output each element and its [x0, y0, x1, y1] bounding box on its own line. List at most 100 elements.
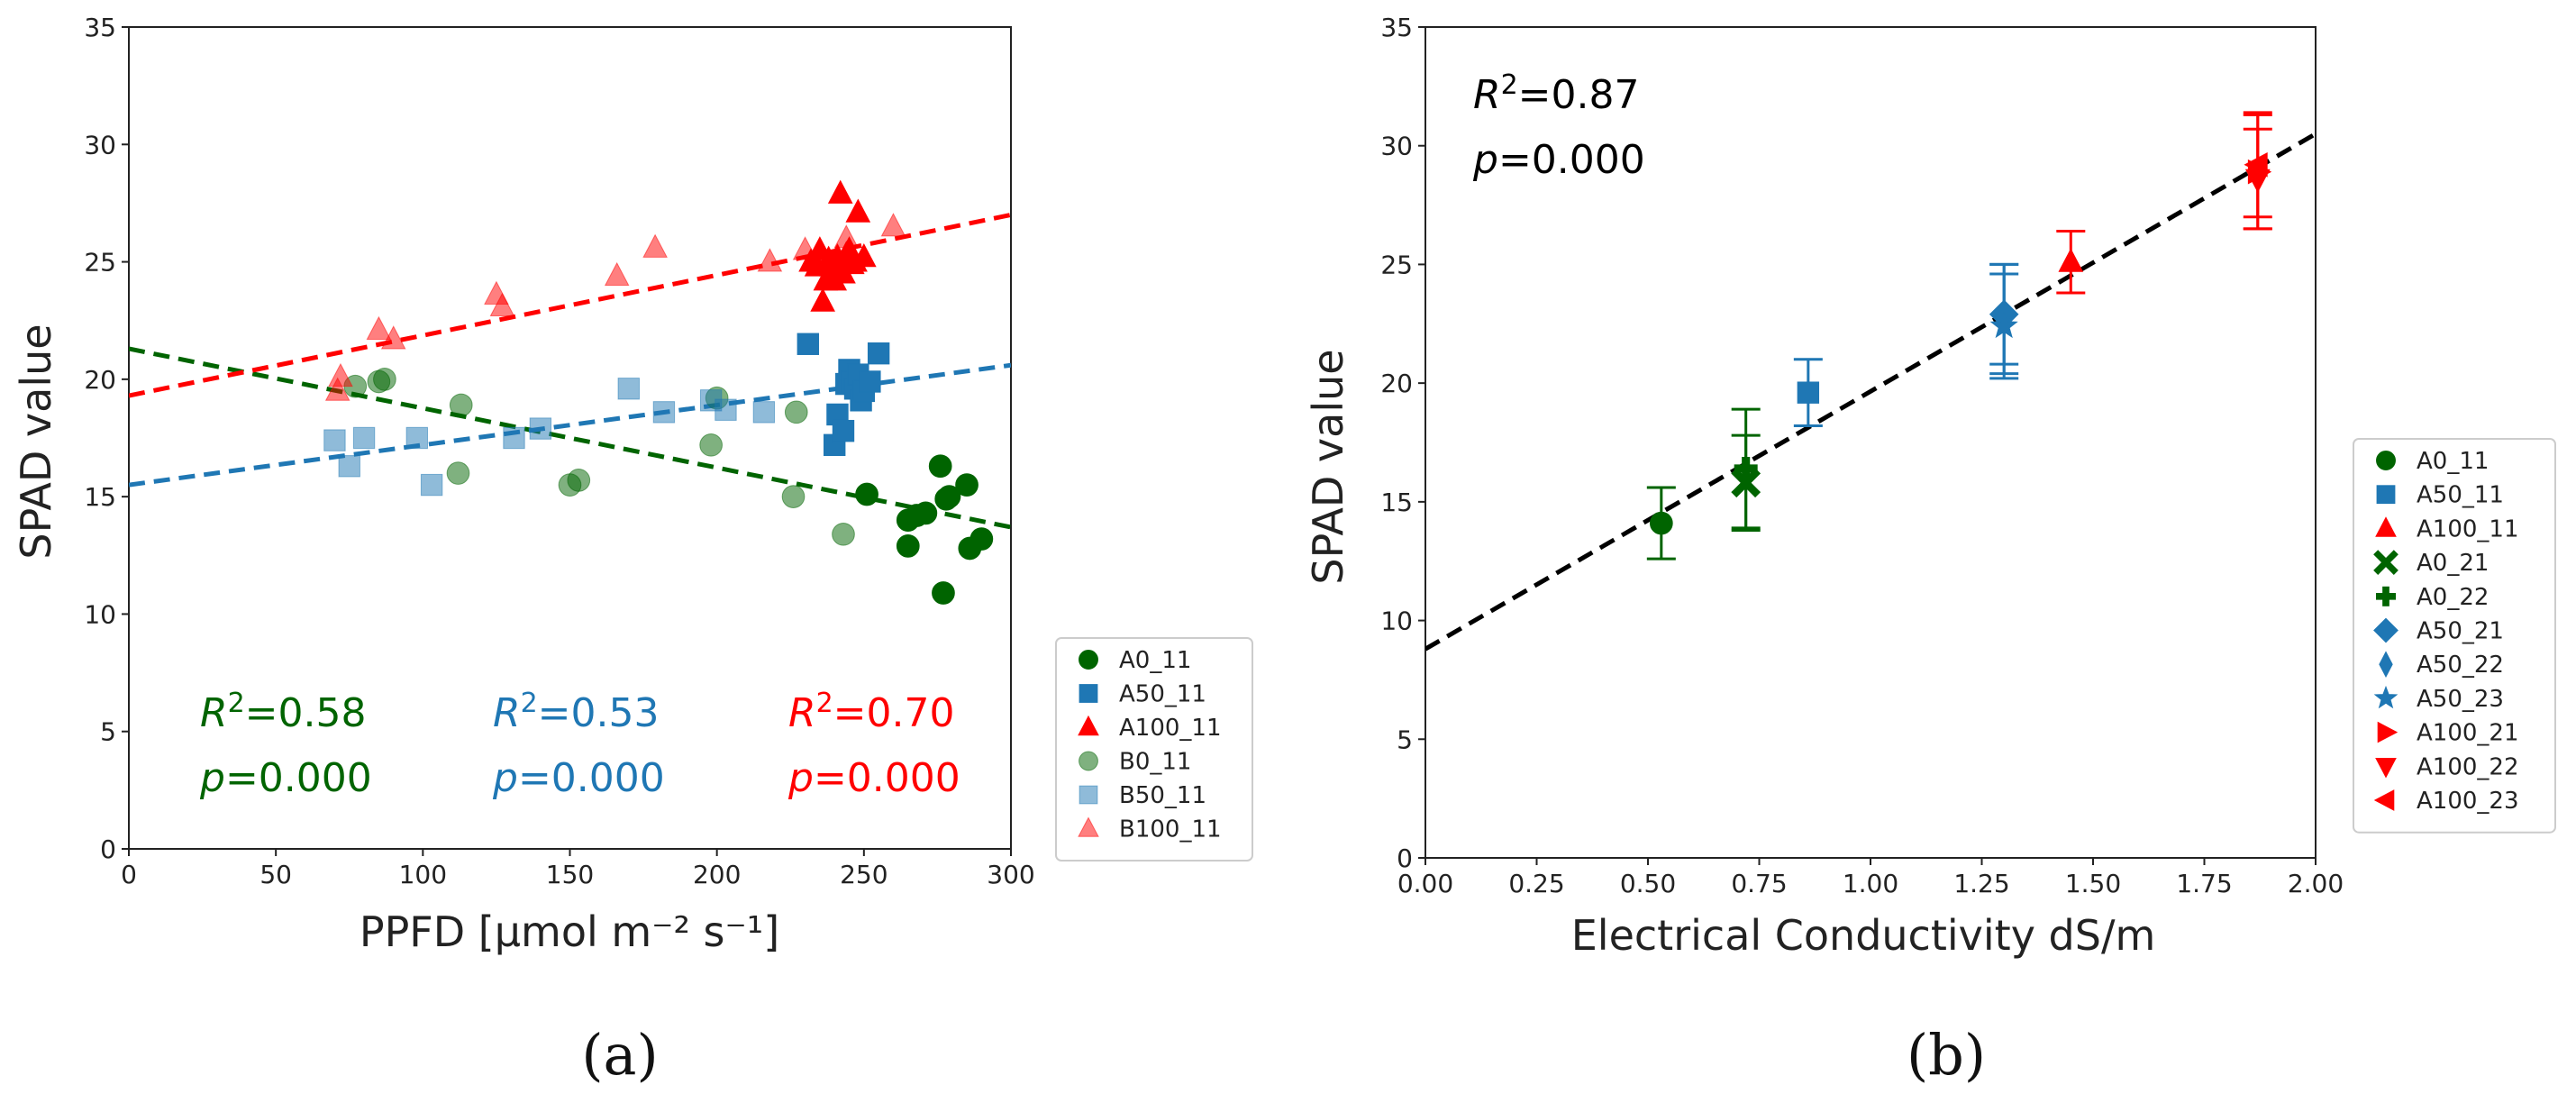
panel-a-p-annotation: p=0.000: [199, 755, 372, 801]
panel-a-x-tick-label: 0: [121, 860, 137, 889]
panel-a-point-B50_11: [715, 398, 737, 421]
panel-b-legend-marker-A100_11: [2375, 516, 2397, 537]
panel-b-legend-label: A50_22: [2417, 652, 2504, 679]
panel-a-legend-marker-A100_11: [1078, 715, 1099, 736]
panel-a-y-tick-label: 10: [84, 599, 116, 629]
panel-b-point-A0_21: [1731, 468, 1761, 498]
panel-b-legend-marker-A50_23: [2373, 685, 2399, 709]
panel-b-legend-label: A100_21: [2417, 720, 2519, 747]
panel-b-legend-label: A100_11: [2417, 515, 2519, 542]
panel-b-legend-box: [2353, 438, 2556, 834]
panel-a-legend-marker-B100_11: [1078, 816, 1099, 837]
panel-a-legend-label: B0_11: [1119, 749, 1191, 776]
panel-b-x-axis-label: Electrical Conductivity dS/m: [1571, 911, 2156, 960]
panel-b-y-tick-label: 10: [1380, 606, 1413, 636]
panel-a-point-A50_11: [859, 370, 881, 393]
panel-a-data-points: [323, 179, 994, 605]
panel-b-point-A0_22: [1734, 456, 1758, 480]
panel-a-legend-marker-A50_11: [1079, 684, 1098, 703]
panel-a-r2-annotation: R2=0.53: [493, 688, 660, 736]
panel-a-point-A100_11: [827, 179, 853, 204]
panel-b-caption: (b): [1907, 1022, 1986, 1088]
panel-a-point-B100_11: [366, 315, 392, 341]
panel-b-point-A100_23: [2244, 151, 2268, 178]
panel-a-x-tick-label: 150: [546, 860, 594, 889]
panel-a-legend-box: [1055, 637, 1253, 862]
panel-a-point-A0_11: [896, 534, 920, 558]
panel-a-point-B100_11: [324, 377, 350, 401]
panel-a-y-tick-label: 15: [84, 482, 116, 512]
panel-b-legend-marker-A50_11: [2376, 485, 2396, 505]
panel-a-legend-marker-B0_11: [1079, 751, 1098, 771]
panel-b-legend-label: A50_21: [2417, 618, 2504, 645]
panel-b-x-tick-label: 1.00: [1843, 869, 1898, 898]
panel-a-point-B0_11: [699, 433, 723, 457]
panel-a-point-A0_11: [932, 581, 955, 605]
panel-a-point-A50_11: [867, 342, 890, 365]
panel-b-legend-label: A100_23: [2417, 788, 2519, 815]
panel-b-point-A100_11: [2058, 248, 2084, 272]
panel-a-r2-annotation: R2=0.70: [788, 688, 955, 736]
panel-a-point-B0_11: [449, 393, 473, 417]
panel-a-point-A0_11: [955, 473, 979, 497]
panel-b-legend-marker-A100_21: [2377, 721, 2399, 743]
panel-a-point-B50_11: [752, 401, 776, 424]
panel-a-p-annotation: p=0.000: [787, 755, 960, 801]
panel-b-x-tick-label: 2.00: [2288, 869, 2344, 898]
panel-b-legend-label: A50_23: [2417, 686, 2504, 713]
panel-a-point-B50_11: [323, 429, 346, 451]
panel-a-x-axis-label: PPFD [μmol m⁻² s⁻¹]: [360, 907, 779, 956]
panel-a-x-tick-label: 300: [987, 860, 1034, 889]
panel-b-x-tick-label: 1.25: [1953, 869, 2009, 898]
panel-b-legend-marker-A0_11: [2376, 451, 2396, 470]
panel-a-y-tick-label: 20: [84, 365, 116, 395]
panel-a-caption: (a): [581, 1022, 658, 1088]
panel-b-y-tick-label: 15: [1380, 488, 1413, 517]
panel-b-r2-annotation: R2=0.87: [1473, 69, 1640, 118]
panel-a-point-B100_11: [380, 325, 406, 350]
panel-a-point-A100_11: [851, 242, 877, 268]
panel-b-x-tick-label: 0.75: [1731, 869, 1787, 898]
panel-a-point-B0_11: [784, 400, 808, 424]
panel-a-y-tick-label: 5: [100, 717, 116, 747]
panel-a-point-A0_11: [855, 482, 878, 506]
panel-a-r2-annotation: R2=0.58: [200, 688, 367, 736]
panel-a-x-tick-label: 50: [259, 860, 292, 889]
panel-a-point-A0_11: [914, 501, 938, 525]
panel-b-legend-marker-A100_23: [2373, 789, 2395, 811]
panel-a-point-B50_11: [617, 378, 640, 400]
panel-a-point-B0_11: [446, 461, 470, 485]
panel-a-point-B50_11: [352, 426, 376, 450]
panel-a-p-annotation: p=0.000: [492, 755, 665, 801]
panel-a-point-A50_11: [832, 419, 855, 442]
panel-b-x-tick-label: 0.50: [1620, 869, 1676, 898]
panel-b-point-A50_23: [1989, 311, 2018, 339]
panel-b-legend-marker-A50_22: [2379, 651, 2393, 679]
panel-b-x-tick-label: 0.00: [1397, 869, 1453, 898]
panel-b-x-tick-label: 0.25: [1508, 869, 1564, 898]
panel-a-y-axis-label: SPAD value: [12, 324, 60, 559]
panel-b-legend-marker-A50_21: [2373, 617, 2399, 643]
panel-a-legend-marker-A0_11: [1079, 650, 1098, 670]
panel-a-point-B100_11: [489, 292, 515, 316]
panel-a-point-A0_11: [937, 485, 961, 508]
panel-a-point-A100_11: [810, 287, 835, 312]
panel-a-point-B100_11: [642, 233, 668, 258]
panel-b-legend-label: A0_11: [2417, 448, 2489, 475]
panel-a-y-tick-label: 25: [84, 248, 116, 278]
panel-a-legend-label: A100_11: [1119, 715, 1222, 742]
panel-a-point-B0_11: [781, 485, 806, 508]
panel-b-y-tick-label: 30: [1380, 132, 1413, 161]
panel-b-y-tick-label: 5: [1397, 725, 1413, 754]
panel-a-legend-label: A50_11: [1119, 681, 1206, 708]
panel-a-point-A0_11: [969, 527, 994, 551]
panel-a-x-tick-label: 100: [399, 860, 447, 889]
panel-b-x-tick-label: 1.50: [2065, 869, 2121, 898]
panel-b-legend-marker-A100_22: [2375, 758, 2397, 779]
panel-b-y-tick-label: 35: [1380, 13, 1413, 42]
panel-a-point-B50_11: [652, 401, 676, 424]
panel-b-fit-lines: [1425, 132, 2316, 652]
panel-a-legend-marker-B50_11: [1079, 785, 1098, 805]
panel-a-chart: SPAD value PPFD [μmol m⁻² s⁻¹] (a) 0 50 10…: [12, 13, 1253, 1088]
panel-b-chart: SPAD value Electrical Conductivity dS/m …: [1304, 13, 2556, 1088]
